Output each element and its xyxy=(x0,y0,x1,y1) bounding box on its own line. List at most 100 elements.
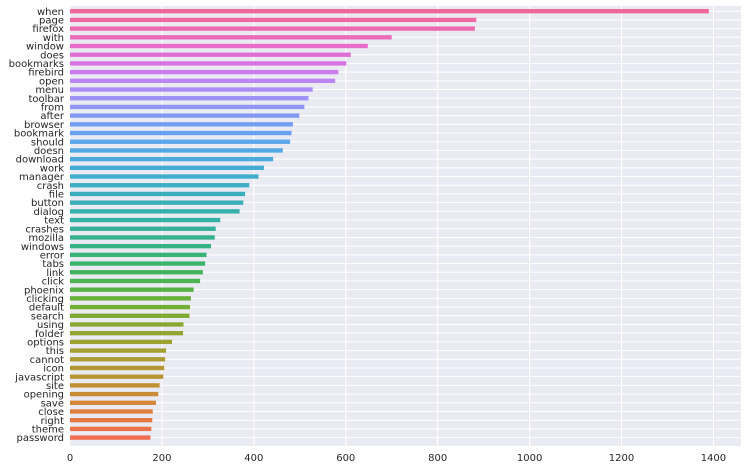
y-tick-label: should xyxy=(31,137,64,148)
y-tick-label: crashes xyxy=(25,224,64,235)
bar-icon xyxy=(70,365,165,371)
y-tick-label: with xyxy=(43,33,64,44)
y-tick-label: doesn xyxy=(34,146,64,157)
y-tick-label: firefox xyxy=(32,24,64,35)
bar-crash xyxy=(70,183,250,188)
y-tick-label: theme xyxy=(32,424,64,435)
y-tick-label: bookmark xyxy=(14,129,64,140)
bar-browser xyxy=(70,122,293,127)
y-tick-label: click xyxy=(42,277,65,288)
bar-after xyxy=(70,113,300,118)
y-tick-label: cannot xyxy=(30,355,64,366)
x-axis-tick-labels: 0 200 400 600 800 1000 1200 1400 xyxy=(67,453,726,464)
y-tick-label: clicking xyxy=(26,294,64,305)
bar-bookmarks xyxy=(70,61,347,66)
bar-firefox xyxy=(70,26,475,31)
x-tick-label: 1400 xyxy=(701,453,726,464)
bar-windows xyxy=(70,243,212,249)
bar-with xyxy=(70,35,392,40)
bar-work xyxy=(70,165,264,171)
y-tick-label: windows xyxy=(21,242,64,253)
bar-open xyxy=(70,78,336,83)
bar-folder xyxy=(70,331,184,336)
bar-error xyxy=(70,252,207,258)
y-tick-label: default xyxy=(29,303,64,314)
y-tick-label: save xyxy=(41,398,64,409)
bar-page xyxy=(70,17,477,23)
y-tick-label: manager xyxy=(19,172,65,183)
y-tick-label: bookmarks xyxy=(9,59,64,70)
y-tick-label: text xyxy=(44,216,64,227)
y-tick-label: does xyxy=(40,50,64,61)
bar-search xyxy=(70,313,190,318)
bar-bookmark xyxy=(70,130,292,136)
bar-firebird xyxy=(70,69,339,75)
bar-opening xyxy=(70,391,159,397)
bar-phoenix xyxy=(70,287,194,292)
y-tick-label: menu xyxy=(35,85,64,96)
y-tick-label: mozilla xyxy=(28,233,64,244)
x-tick-label: 0 xyxy=(67,453,73,464)
x-tick-label: 600 xyxy=(336,453,355,464)
bar-manager xyxy=(70,174,259,179)
bar-cannot xyxy=(70,357,166,362)
bar-default xyxy=(70,304,190,310)
bar-password xyxy=(70,435,151,440)
y-tick-label: button xyxy=(31,198,64,209)
y-tick-label: window xyxy=(26,42,64,53)
y-tick-label: error xyxy=(40,250,65,261)
bar-menu xyxy=(70,87,313,92)
bar-using xyxy=(70,322,184,327)
y-tick-label: toolbar xyxy=(28,94,64,105)
bar-click xyxy=(70,278,201,284)
bar-options xyxy=(70,339,173,345)
y-tick-label: phoenix xyxy=(24,285,64,296)
y-tick-label: search xyxy=(31,311,64,322)
y-tick-label: options xyxy=(27,337,64,348)
bar-crashes xyxy=(70,226,216,231)
bar-link xyxy=(70,270,203,275)
y-tick-label: browser xyxy=(24,120,65,131)
x-tick-label: 1000 xyxy=(517,453,542,464)
bar-toolbar xyxy=(70,96,309,101)
bar-save xyxy=(70,400,156,405)
bar-dialog xyxy=(70,209,240,214)
bar-mozilla xyxy=(70,235,215,240)
bar-does xyxy=(70,52,351,57)
y-tick-label: javascript xyxy=(14,372,64,383)
bar-clicking xyxy=(70,296,191,301)
bar-download xyxy=(70,156,274,162)
y-tick-label: close xyxy=(38,407,64,418)
y-tick-label: download xyxy=(16,155,64,166)
y-tick-label: password xyxy=(17,433,64,444)
bar-file xyxy=(70,191,246,197)
x-tick-label: 200 xyxy=(152,453,171,464)
y-tick-label: open xyxy=(39,76,64,87)
bar-right xyxy=(70,418,153,423)
bars xyxy=(70,9,709,440)
y-tick-label: tabs xyxy=(42,259,64,270)
y-tick-label: opening xyxy=(24,390,64,401)
y-tick-label: this xyxy=(46,346,64,357)
y-tick-label: site xyxy=(46,381,64,392)
y-tick-label: work xyxy=(40,163,64,174)
bar-should xyxy=(70,139,291,144)
bar-theme xyxy=(70,426,152,432)
bar-window xyxy=(70,43,368,49)
y-tick-label: using xyxy=(37,320,64,331)
y-tick-label: page xyxy=(39,16,64,27)
y-tick-label: folder xyxy=(35,329,65,340)
bar-site xyxy=(70,383,160,388)
x-tick-label: 1200 xyxy=(609,453,634,464)
y-tick-label: file xyxy=(49,190,64,201)
bar-javascript xyxy=(70,374,164,379)
bar-button xyxy=(70,200,244,205)
bar-text xyxy=(70,217,221,223)
bar-from xyxy=(70,104,305,110)
y-tick-label: when xyxy=(37,7,64,18)
bar-close xyxy=(70,409,153,414)
x-tick-label: 800 xyxy=(428,453,447,464)
y-tick-label: dialog xyxy=(34,207,65,218)
